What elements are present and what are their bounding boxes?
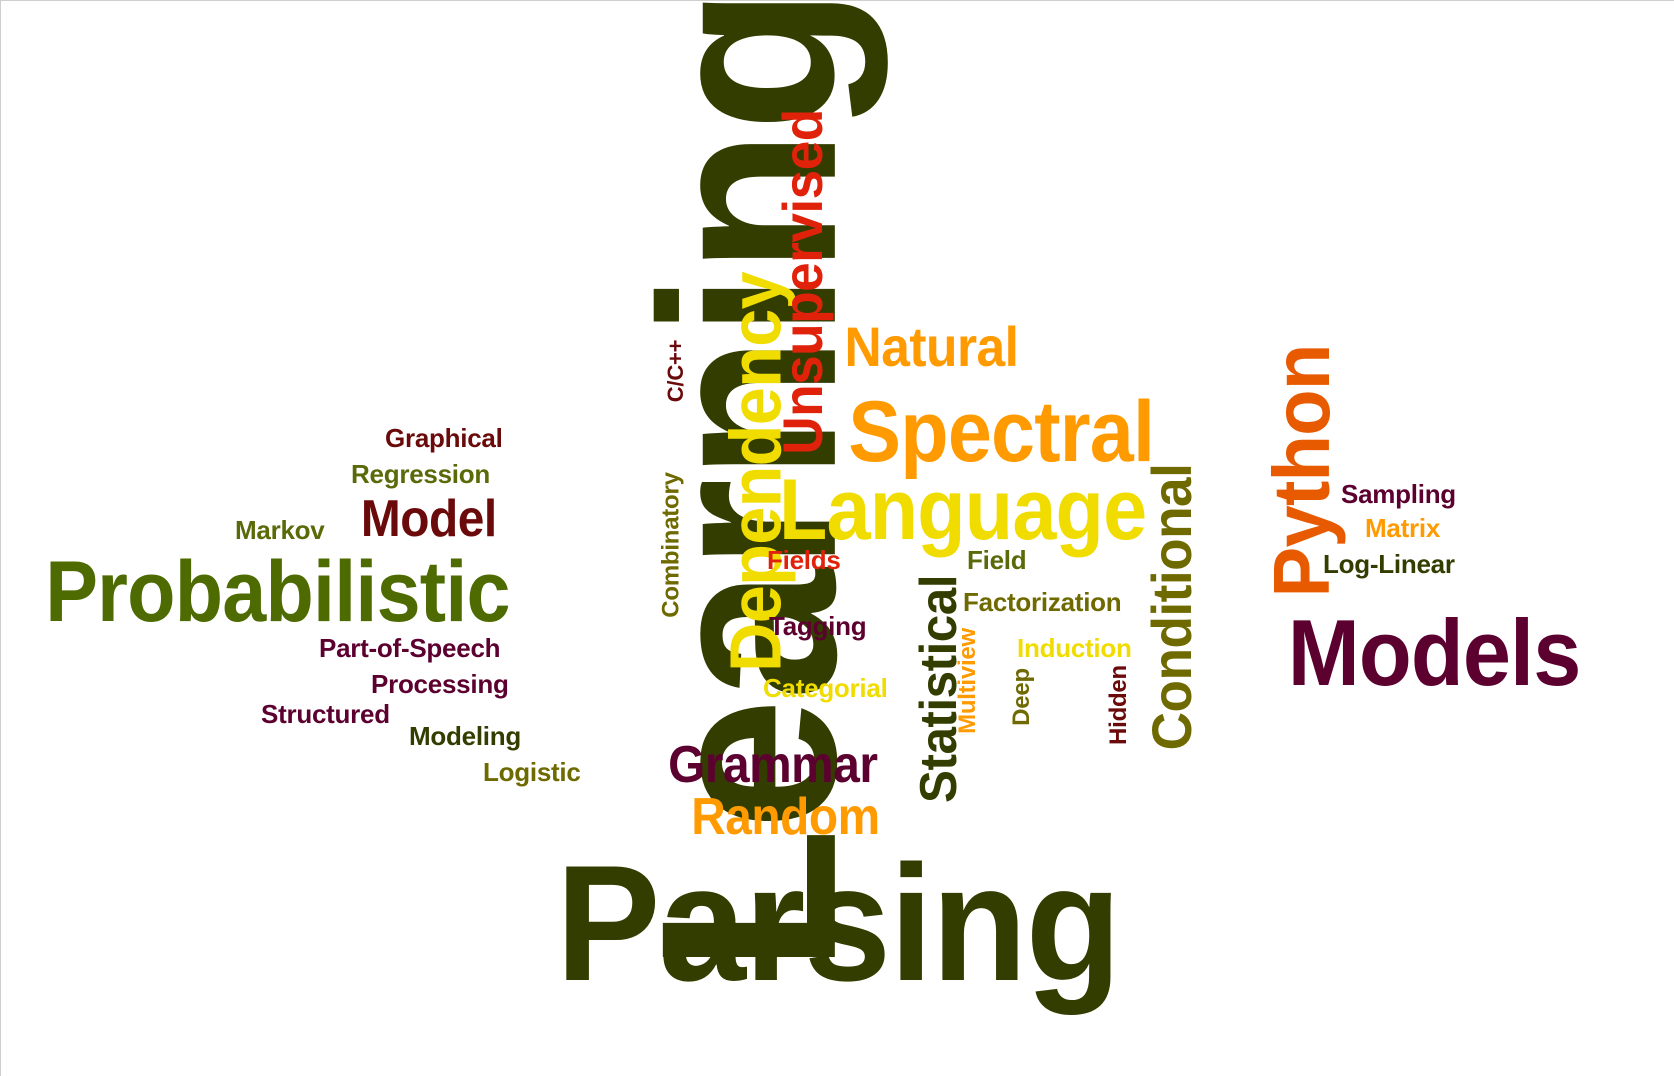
word-conditional: Conditional [1139,463,1203,751]
word-hidden: Hidden [1104,665,1132,745]
word-categorial: Categorial [763,673,888,703]
word-deep: Deep [1007,668,1035,726]
word-modeling: Modeling [409,721,522,751]
word-probabilistic: Probabilistic [45,544,510,640]
word-c-cpp: C/C++ [663,339,689,403]
word-models: Models [1287,600,1582,705]
word-matrix: Matrix [1365,513,1441,543]
word-structured: Structured [261,699,390,729]
word-grammar: Grammar [668,736,878,794]
word-natural: Natural [844,315,1019,378]
word-logistic: Logistic [483,757,581,787]
word-sampling: Sampling [1341,479,1456,509]
word-markov: Markov [235,515,325,545]
word-unsupervised: Unsupervised [770,109,834,455]
word-induction: Induction [1017,633,1132,663]
word-language: Language [778,462,1147,558]
word-processing: Processing [371,669,509,699]
word-spectral: Spectral [848,384,1155,480]
word-combinatory: Combinatory [657,472,685,618]
word-multiview: Multiview [953,628,981,734]
word-part-of-speech: Part-of-Speech [319,633,501,663]
word-random: Random [691,788,880,846]
word-graphical: Graphical [385,423,503,453]
word-parsing: Parsing [555,831,1122,1015]
word-factorization: Factorization [963,587,1122,617]
word-log-linear: Log-Linear [1323,549,1455,579]
word-fields: Fields [767,545,841,575]
word-model: Model [360,490,497,548]
word-field: Field [967,545,1027,575]
word-tagging: Tagging [769,611,867,641]
word-regression: Regression [351,459,491,489]
